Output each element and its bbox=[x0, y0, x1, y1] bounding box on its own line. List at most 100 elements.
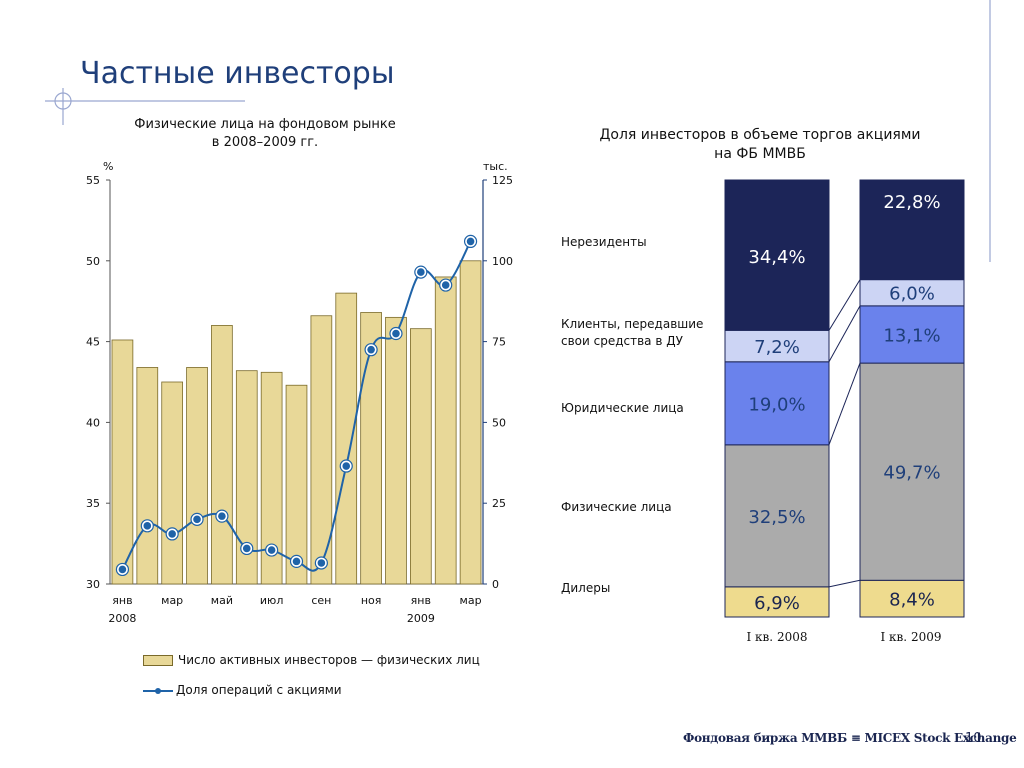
left-tick-label: 35 bbox=[86, 497, 100, 510]
stock-share-point-dot bbox=[168, 530, 176, 538]
right-tick-label: 100 bbox=[492, 255, 513, 268]
segment-individuals bbox=[724, 444, 830, 588]
legend-bar-entry: Число активных инвесторов — физических л… bbox=[143, 653, 480, 667]
stock-share-point-dot bbox=[392, 329, 400, 338]
investor-count-bar bbox=[111, 339, 134, 585]
right-chart-caption-line2: на ФБ ММВБ bbox=[714, 146, 806, 162]
left-axis-unit: % bbox=[103, 160, 114, 173]
investor-count-bar bbox=[310, 315, 333, 585]
right-axis-unit: тыс. bbox=[483, 160, 508, 173]
micex-logo: Фондовая биржа ММВБ ≡ MICEX Stock Exchan… bbox=[683, 731, 1017, 745]
segment-label-individuals: 32,5% bbox=[748, 507, 805, 528]
left-tick-label: 40 bbox=[86, 416, 100, 429]
segment-dealers bbox=[859, 579, 965, 618]
segment-label-du: 7,2% bbox=[754, 337, 800, 358]
stock-share-point-dot bbox=[466, 237, 475, 246]
segment-label-individuals: 49,7% bbox=[883, 463, 940, 484]
segment-connector bbox=[828, 579, 861, 588]
legend-bar-label: Число активных инвесторов — физических л… bbox=[178, 653, 480, 667]
col-label-2008: I кв. 2008 bbox=[746, 630, 808, 644]
right-tick-label: 125 bbox=[492, 174, 513, 187]
x-year-label: 2008 bbox=[108, 612, 136, 625]
investor-count-bar bbox=[409, 328, 432, 585]
row-label-du-line1: Клиенты, передавшие bbox=[561, 317, 704, 331]
stock-share-point-dot bbox=[342, 462, 351, 470]
x-tick-label: янв bbox=[112, 594, 132, 607]
left-chart-caption: Физические лица на фондовом рынке в 2008… bbox=[110, 116, 420, 152]
left-chart-caption-line2: в 2008–2009 гг. bbox=[211, 135, 319, 150]
segment-nonresidents bbox=[724, 179, 830, 331]
segment-du bbox=[859, 279, 965, 307]
segment-individuals bbox=[859, 362, 965, 581]
stock-share-point-dot bbox=[267, 546, 276, 554]
stock-share-point-dot bbox=[441, 281, 450, 289]
page-number: 10 bbox=[965, 731, 982, 746]
investor-count-bar bbox=[235, 370, 258, 585]
right-tick-label: 0 bbox=[492, 578, 499, 591]
row-label-nonresidents: Нерезиденты bbox=[561, 235, 647, 249]
x-tick-label: янв bbox=[411, 594, 431, 607]
right-tick-label: 50 bbox=[492, 416, 506, 429]
stock-share-line bbox=[121, 240, 472, 572]
x-tick-label: май bbox=[211, 594, 233, 607]
left-tick-label: 55 bbox=[86, 174, 100, 187]
segment-nonresidents bbox=[859, 179, 965, 281]
segment-label-legal: 19,0% bbox=[748, 394, 805, 415]
legend-line-swatch bbox=[143, 687, 173, 694]
stock-share-point-dot bbox=[367, 345, 375, 354]
left-chart-caption-line1: Физические лица на фондовом рынке bbox=[134, 117, 396, 132]
right-tick-label: 75 bbox=[492, 336, 506, 349]
x-tick-label: июл bbox=[260, 594, 283, 607]
segment-label-du: 6,0% bbox=[889, 284, 935, 305]
row-label-legal: Юридические лица bbox=[561, 401, 684, 415]
left-tick-label: 45 bbox=[86, 336, 100, 349]
legend-line-entry: Доля операций с акциями bbox=[143, 683, 342, 697]
col-label-2009: I кв. 2009 bbox=[880, 630, 942, 644]
stock-share-point-dot bbox=[143, 522, 152, 530]
segment-label-nonresidents: 22,8% bbox=[883, 192, 940, 213]
legend-line-label: Доля операций с акциями bbox=[176, 683, 342, 697]
investor-count-bar bbox=[186, 367, 208, 585]
row-label-individuals: Физические лица bbox=[561, 500, 672, 514]
investor-count-bar bbox=[285, 384, 308, 585]
x-tick-label: ноя bbox=[361, 594, 382, 607]
segment-connector bbox=[828, 305, 861, 363]
segment-label-nonresidents: 34,4% bbox=[748, 247, 805, 268]
x-tick-label: мар bbox=[161, 594, 183, 607]
right-chart-caption-line1: Доля инвесторов в объеме торгов акциями bbox=[599, 127, 921, 143]
stock-share-point-dot bbox=[292, 557, 301, 566]
stock-share-point-dot bbox=[218, 512, 226, 520]
x-tick-label: сен bbox=[311, 594, 331, 607]
x-year-label: 2009 bbox=[407, 612, 435, 625]
legend-bar-swatch bbox=[143, 655, 173, 666]
investor-count-bar bbox=[260, 371, 283, 585]
investor-count-bar bbox=[459, 260, 482, 585]
right-tick-label: 25 bbox=[492, 497, 506, 510]
segment-legal bbox=[724, 361, 830, 446]
segment-label-dealers: 6,9% bbox=[754, 593, 800, 614]
investor-count-bar bbox=[385, 316, 407, 585]
stock-share-point-dot bbox=[242, 544, 251, 553]
investor-count-bar bbox=[360, 312, 382, 585]
segment-label-dealers: 8,4% bbox=[889, 590, 935, 611]
page-title: Частные инвесторы bbox=[80, 56, 395, 91]
stock-share-point-dot bbox=[193, 515, 201, 524]
segment-label-legal: 13,1% bbox=[883, 325, 940, 346]
investor-count-bar bbox=[434, 276, 457, 585]
right-chart-caption: Доля инвесторов в объеме торгов акциями … bbox=[580, 126, 940, 164]
stock-share-point-dot bbox=[417, 268, 425, 276]
stock-share-point-dot bbox=[317, 559, 326, 567]
row-label-du-line2: свои средства в ДУ bbox=[561, 334, 683, 348]
stock-share-point-dot bbox=[118, 565, 127, 574]
segment-dealers bbox=[724, 586, 830, 618]
row-label-du: Клиенты, передавшие свои средства в ДУ bbox=[561, 316, 703, 350]
investor-count-bar bbox=[335, 292, 358, 585]
row-label-dealers: Дилеры bbox=[561, 581, 611, 595]
segment-connector bbox=[828, 362, 861, 445]
left-tick-label: 30 bbox=[86, 578, 100, 591]
segment-connector bbox=[828, 279, 861, 331]
left-tick-label: 50 bbox=[86, 255, 100, 268]
